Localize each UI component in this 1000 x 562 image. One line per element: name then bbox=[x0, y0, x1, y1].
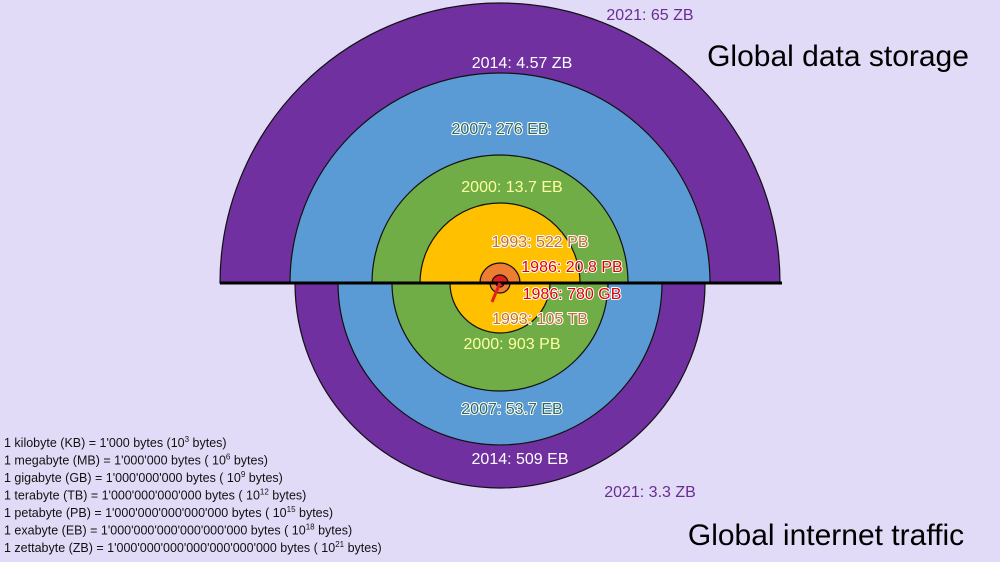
ring-2007 bbox=[391, 282, 609, 392]
unit-line: 1 gigabyte (GB) = 1'000'000'000 bytes ( … bbox=[4, 470, 283, 485]
unit-definition: 1 petabyte (PB) = 1'000'000'000'000'000 … bbox=[4, 506, 287, 520]
unit-suffix: bytes) bbox=[269, 489, 307, 503]
unit-suffix: bytes) bbox=[189, 436, 227, 450]
unit-line: 1 petabyte (PB) = 1'000'000'000'000'000 … bbox=[4, 505, 333, 520]
unit-exponent: 3 bbox=[185, 435, 190, 444]
ring-2000 bbox=[449, 282, 551, 334]
unit-line: 1 megabyte (MB) = 1'000'000 bytes ( 106 … bbox=[4, 453, 268, 468]
storage-label: 2007: 276 EB bbox=[452, 121, 549, 138]
unit-suffix: bytes) bbox=[245, 471, 283, 485]
storage-label: 1986: 20.8 PB bbox=[521, 259, 622, 276]
traffic-title: Global internet traffic bbox=[688, 519, 964, 552]
unit-suffix: bytes) bbox=[344, 541, 382, 555]
ring-2000 bbox=[419, 202, 581, 284]
traffic-label: 1986: 780 GB bbox=[523, 286, 622, 303]
traffic-label: 2014: 509 EB bbox=[472, 451, 569, 468]
ring-1993 bbox=[479, 262, 521, 284]
unit-line: 1 kilobyte (KB) = 1'000 bytes (103 bytes… bbox=[4, 435, 227, 450]
pointer bbox=[490, 282, 502, 303]
traffic-label: 2000: 903 PB bbox=[464, 336, 561, 353]
unit-suffix: bytes) bbox=[296, 506, 334, 520]
unit-suffix: bytes) bbox=[230, 454, 268, 468]
storage-label: 2021: 65 ZB bbox=[606, 7, 693, 24]
traffic-rings bbox=[294, 282, 706, 489]
traffic-label: 2007: 53.7 EB bbox=[461, 401, 562, 418]
storage-label: 2000: 13.7 EB bbox=[461, 179, 562, 196]
storage-title: Global data storage bbox=[707, 40, 969, 73]
unit-definition: 1 exabyte (EB) = 1'000'000'000'000'000'0… bbox=[4, 524, 306, 538]
unit-definition: 1 terabyte (TB) = 1'000'000'000'000 byte… bbox=[4, 489, 260, 503]
unit-definition: 1 megabyte (MB) = 1'000'000 bytes ( 10 bbox=[4, 454, 226, 468]
unit-line: 1 exabyte (EB) = 1'000'000'000'000'000'0… bbox=[4, 523, 352, 538]
storage-label: 2014: 4.57 ZB bbox=[472, 55, 573, 72]
unit-exponent: 9 bbox=[241, 470, 246, 479]
unit-definition: 1 kilobyte (KB) = 1'000 bytes (10 bbox=[4, 436, 185, 450]
unit-legend: 1 kilobyte (KB) = 1'000 bytes (103 bytes… bbox=[4, 435, 382, 555]
traffic-label: 1993: 105 TB bbox=[492, 311, 588, 328]
unit-line: 1 terabyte (TB) = 1'000'000'000'000 byte… bbox=[4, 488, 306, 503]
unit-definition: 1 gigabyte (GB) = 1'000'000'000 bytes ( … bbox=[4, 471, 241, 485]
storage-rings bbox=[219, 2, 781, 284]
unit-suffix: bytes) bbox=[315, 524, 353, 538]
storage-label: 1993: 522 PB bbox=[492, 234, 589, 251]
traffic-label: 2021: 3.3 ZB bbox=[604, 484, 696, 501]
unit-definition: 1 zettabyte (ZB) = 1'000'000'000'000'000… bbox=[4, 541, 335, 555]
unit-exponent: 21 bbox=[335, 540, 344, 549]
unit-exponent: 15 bbox=[287, 505, 296, 514]
unit-exponent: 12 bbox=[260, 488, 269, 497]
unit-exponent: 18 bbox=[306, 523, 315, 532]
unit-line: 1 zettabyte (ZB) = 1'000'000'000'000'000… bbox=[4, 540, 382, 555]
unit-exponent: 6 bbox=[226, 453, 231, 462]
